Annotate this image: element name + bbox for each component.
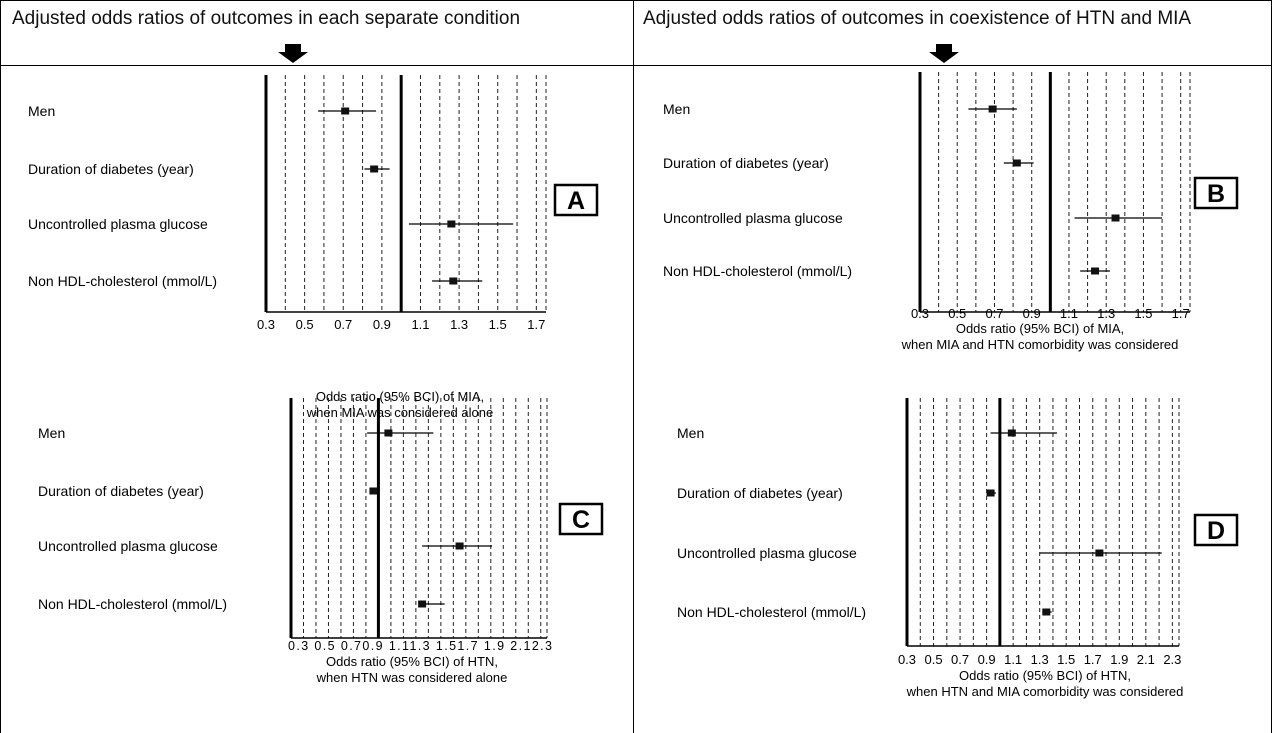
panel-d-estimate-marker (1095, 549, 1104, 557)
panel-c-row-label: Men (38, 425, 65, 441)
panel-a-xlabel-line1: Odds ratio (95% BCI) of MIA, (316, 389, 484, 404)
panel-b-estimate-marker (1111, 214, 1120, 222)
panel-a-row-label: Duration of diabetes (year) (28, 161, 194, 177)
panel-c-estimate-marker (384, 429, 393, 437)
panel-d-tick-label: 2.3 (1163, 652, 1181, 667)
panel-d-xlabel-line1: Odds ratio (95% BCI) of HTN, (959, 668, 1131, 683)
panel-b-tick-label: 1.3 (1097, 306, 1115, 321)
panel-d-xlabel-line2: when HTN and MIA comorbidity was conside… (906, 684, 1184, 699)
panel-d-row-label: Men (677, 425, 704, 441)
panel-b-row-label: Duration of diabetes (year) (663, 155, 829, 171)
left-down-arrow-icon (278, 44, 308, 63)
panel-d-row-label: Uncontrolled plasma glucose (677, 545, 857, 561)
panel-a-tick-label: 1.3 (450, 317, 468, 332)
panel-b-tick-label: 1.5 (1134, 306, 1152, 321)
panel-b-xlabel-line1: Odds ratio (95% BCI) of MIA, (956, 321, 1124, 336)
panel-a-tick-label: 1.1 (411, 317, 429, 332)
panel-a-estimate-marker (370, 165, 379, 173)
panel-d-row-label: Duration of diabetes (year) (677, 485, 843, 501)
panel-d-row-label: Non HDL-cholesterol (mmol/L) (677, 604, 866, 620)
panel-a-badge-label: A (567, 187, 585, 215)
panel-c-estimate-marker (369, 487, 378, 495)
panel-d-tick-label: 1.1 (1004, 652, 1022, 667)
panel-c-row-label: Duration of diabetes (year) (38, 483, 204, 499)
panel-a-tick-label: 0.3 (257, 317, 275, 332)
panel-b-row-label: Uncontrolled plasma glucose (663, 210, 843, 226)
panel-a-tick-label: 0.5 (296, 317, 314, 332)
panel-b-estimate-marker (988, 105, 997, 113)
panel-c-badge-box (558, 502, 604, 536)
panel-b-tick-label: 0.3 (911, 306, 929, 321)
panel-a-badge-box (553, 183, 599, 217)
panel-d-estimate-marker (986, 489, 995, 497)
panel-d-badge-box (1193, 513, 1239, 547)
panel-d-estimate-marker (1007, 429, 1016, 437)
panel-a-row-label: Men (28, 103, 55, 119)
panel-b-tick-label: 0.5 (948, 306, 966, 321)
panel-a-estimate-marker (341, 107, 350, 115)
right-down-arrow-icon (929, 44, 959, 63)
panel-d-tick-label: 1.9 (1110, 652, 1128, 667)
panel-a-row-label: Non HDL-cholesterol (mmol/L) (28, 273, 217, 289)
panel-a-estimate-marker (449, 277, 458, 285)
panel-b-estimate-marker (1091, 267, 1100, 275)
panel-b-badge-box (1193, 176, 1239, 210)
panel-b-row-label: Non HDL-cholesterol (mmol/L) (663, 263, 852, 279)
panel-b-badge-label: B (1207, 180, 1225, 208)
panel-b-tick-label: 0.9 (1023, 306, 1041, 321)
panel-a-xlabel-line2: when MIA was considered alone (306, 405, 493, 420)
panel-d-tick-label: 0.9 (978, 652, 996, 667)
panel-c-xlabel-line2: when HTN was considered alone (316, 670, 508, 685)
panel-c-badge-label: C (572, 506, 590, 534)
panel-c-xlabel-line1: Odds ratio (95% BCI) of HTN, (326, 654, 498, 669)
panel-c-row-label: Uncontrolled plasma glucose (38, 538, 218, 554)
panel-c-estimate-marker (418, 600, 427, 608)
panel-d-tick-label: 2.1 (1137, 652, 1155, 667)
panel-d-tick-label: 0.5 (924, 652, 942, 667)
panel-b-tick-label: 1.1 (1060, 306, 1078, 321)
panel-b-tick-label: 0.7 (985, 306, 1003, 321)
panel-d-tick-label: 0.3 (898, 652, 916, 667)
panel-c-estimate-marker (455, 542, 464, 550)
panel-a-row-label: Uncontrolled plasma glucose (28, 216, 208, 232)
panel-c-row-label: Non HDL-cholesterol (mmol/L) (38, 596, 227, 612)
panel-d-tick-label: 0.7 (951, 652, 969, 667)
panel-a-estimate-marker (447, 220, 456, 228)
panel-a-tick-label: 0.9 (373, 317, 391, 332)
left-column-header: Adjusted odds ratios of outcomes in each… (12, 8, 521, 29)
panel-c-tick-labels: 0.3 0.5 0.70.9 1.11.3 1.51.7 1.9 2.12.3 (288, 639, 552, 653)
panel-a-tick-label: 1.5 (489, 317, 507, 332)
panel-a-tick-label: 0.7 (334, 317, 352, 332)
right-column-header: Adjusted odds ratios of outcomes in coex… (643, 8, 1192, 29)
panel-d-tick-label: 1.3 (1031, 652, 1049, 667)
panel-b-tick-label: 1.7 (1172, 306, 1190, 321)
panel-b-row-label: Men (663, 101, 690, 117)
panel-d-tick-label: 1.5 (1057, 652, 1075, 667)
panel-d-tick-label: 1.7 (1084, 652, 1102, 667)
panel-b-xlabel-line2: when MIA and HTN comorbidity was conside… (901, 337, 1179, 352)
panel-b-estimate-marker (1012, 159, 1021, 167)
panel-d-estimate-marker (1042, 608, 1051, 616)
panel-a-tick-label: 1.7 (527, 317, 545, 332)
panel-d-badge-label: D (1207, 517, 1225, 545)
